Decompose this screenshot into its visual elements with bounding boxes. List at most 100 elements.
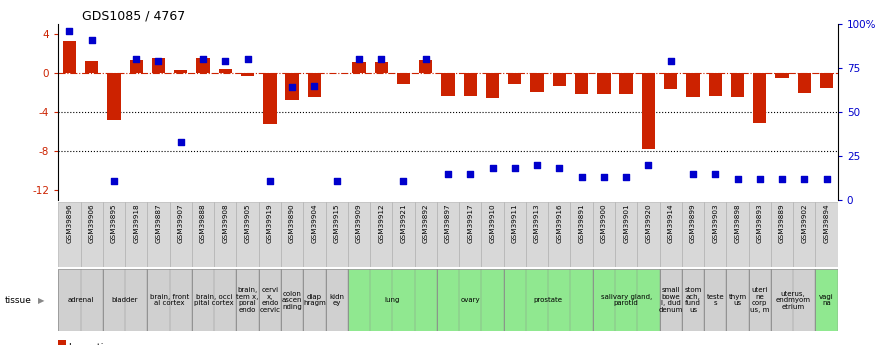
- Text: uteri
ne
corp
us, m: uteri ne corp us, m: [750, 287, 770, 313]
- Text: GSM39899: GSM39899: [690, 204, 696, 244]
- Bar: [174, 70, 187, 73]
- Point: [708, 171, 722, 177]
- Bar: [263, 73, 277, 124]
- Point: [84, 37, 99, 43]
- Point: [330, 178, 344, 184]
- Text: colon
ascen
nding: colon ascen nding: [282, 290, 302, 310]
- Text: GSM39896: GSM39896: [66, 204, 73, 244]
- Bar: [415, 202, 437, 267]
- Point: [753, 176, 767, 182]
- Bar: [749, 202, 771, 267]
- Bar: [237, 269, 259, 331]
- Bar: [58, 202, 81, 267]
- Bar: [130, 60, 142, 73]
- Point: [820, 176, 834, 182]
- Text: GSM39910: GSM39910: [489, 204, 495, 244]
- Bar: [352, 62, 366, 73]
- Bar: [348, 202, 370, 267]
- Bar: [437, 269, 504, 331]
- Bar: [192, 202, 214, 267]
- Text: salivary gland,
parotid: salivary gland, parotid: [600, 294, 651, 306]
- Text: GSM39908: GSM39908: [222, 204, 228, 244]
- Bar: [419, 60, 433, 73]
- Bar: [325, 202, 348, 267]
- Bar: [820, 73, 833, 88]
- Bar: [682, 202, 704, 267]
- Text: prostate: prostate: [534, 297, 563, 303]
- Point: [775, 176, 789, 182]
- Point: [619, 175, 633, 180]
- Point: [574, 175, 589, 180]
- Bar: [147, 269, 192, 331]
- Text: uterus,
endmyom
etrium: uterus, endmyom etrium: [776, 290, 811, 310]
- Text: teste
s: teste s: [706, 294, 724, 306]
- Bar: [375, 62, 388, 73]
- Text: GSM39890: GSM39890: [289, 204, 295, 244]
- Text: ovary: ovary: [461, 297, 480, 303]
- Bar: [303, 202, 325, 267]
- Bar: [437, 202, 459, 267]
- Text: GSM39909: GSM39909: [356, 204, 362, 244]
- Bar: [642, 73, 655, 149]
- Text: adrenal: adrenal: [67, 297, 94, 303]
- Bar: [397, 73, 410, 84]
- Bar: [686, 73, 700, 98]
- Text: GSM39921: GSM39921: [401, 204, 407, 244]
- Bar: [504, 269, 593, 331]
- Bar: [593, 202, 615, 267]
- Text: GSM39888: GSM39888: [200, 204, 206, 244]
- Bar: [281, 269, 303, 331]
- Bar: [85, 61, 99, 73]
- Point: [685, 171, 700, 177]
- Point: [642, 162, 656, 168]
- Bar: [259, 202, 281, 267]
- Bar: [615, 202, 637, 267]
- Text: GSM39913: GSM39913: [534, 204, 540, 244]
- Point: [196, 57, 211, 62]
- Bar: [325, 269, 348, 331]
- Text: GSM39911: GSM39911: [512, 204, 518, 244]
- Bar: [196, 58, 210, 73]
- Text: vagi
na: vagi na: [819, 294, 834, 306]
- Bar: [731, 73, 745, 98]
- Bar: [637, 202, 659, 267]
- Text: brain,
tem x,
poral
endo: brain, tem x, poral endo: [237, 287, 259, 313]
- Text: GSM39887: GSM39887: [156, 204, 161, 244]
- Bar: [797, 73, 811, 92]
- Bar: [214, 202, 237, 267]
- Text: small
bowe
l, dud
denum: small bowe l, dud denum: [659, 287, 683, 313]
- Point: [218, 58, 232, 64]
- Bar: [508, 73, 521, 84]
- Point: [463, 171, 478, 177]
- Bar: [771, 202, 793, 267]
- Point: [597, 175, 611, 180]
- Text: GSM39918: GSM39918: [134, 204, 139, 244]
- Bar: [281, 202, 303, 267]
- Text: GSM39898: GSM39898: [735, 204, 740, 244]
- Bar: [598, 73, 610, 93]
- Text: GSM39893: GSM39893: [757, 204, 762, 244]
- Bar: [664, 73, 677, 89]
- Bar: [754, 73, 766, 123]
- Bar: [241, 73, 254, 76]
- Text: stom
ach,
fund
us: stom ach, fund us: [685, 287, 702, 313]
- Text: GSM39894: GSM39894: [823, 204, 830, 244]
- Point: [62, 28, 76, 34]
- Bar: [108, 73, 121, 120]
- Text: diap
hragm: diap hragm: [303, 294, 326, 306]
- Text: GSM39906: GSM39906: [89, 204, 95, 244]
- Text: log ratio: log ratio: [70, 343, 110, 345]
- Point: [530, 162, 544, 168]
- Point: [374, 57, 388, 62]
- Point: [240, 57, 254, 62]
- Bar: [151, 58, 165, 73]
- Bar: [530, 73, 544, 92]
- Text: kidn
ey: kidn ey: [329, 294, 344, 306]
- Bar: [775, 73, 788, 78]
- Text: GSM39892: GSM39892: [423, 204, 428, 244]
- Bar: [704, 269, 727, 331]
- Bar: [771, 269, 815, 331]
- Bar: [481, 202, 504, 267]
- Point: [486, 166, 500, 171]
- Bar: [58, 340, 66, 345]
